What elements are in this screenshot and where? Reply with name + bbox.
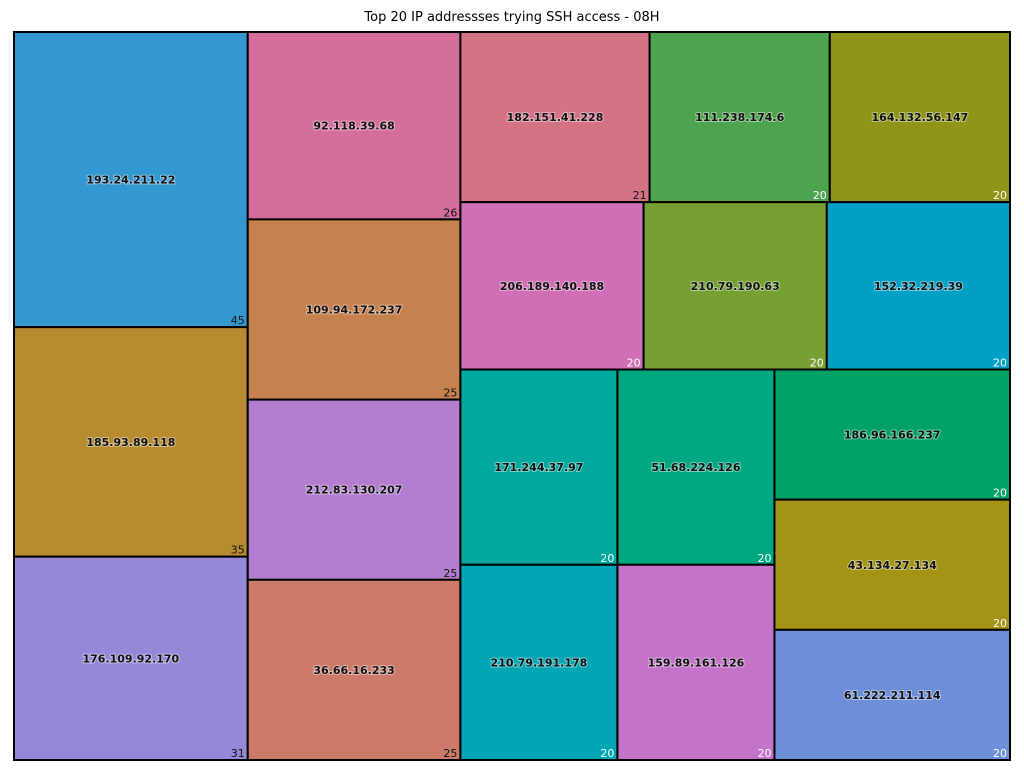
treemap-rect <box>246 31 462 221</box>
attempt-count-label: 20 <box>600 552 614 565</box>
attempt-count-label: 20 <box>993 617 1007 630</box>
treemap-tile-61-222-211-114: 61.222.211.114 20 <box>773 628 1011 762</box>
attempt-count-label: 20 <box>993 747 1007 760</box>
treemap-rect <box>648 31 831 204</box>
treemap-tile-111-238-174-6: 111.238.174.6 20 <box>648 31 831 204</box>
ip-address-label: 186.96.166.237 <box>844 429 941 442</box>
ip-address-label: 109.94.172.237 <box>306 304 403 317</box>
ip-address-label: 152.32.219.39 <box>874 280 963 293</box>
treemap-tile-176-109-92-170: 176.109.92.170 31 <box>13 555 249 762</box>
attempt-count-label: 20 <box>757 552 771 565</box>
treemap-tile-51-68-224-126: 51.68.224.126 20 <box>616 368 776 566</box>
treemap-rect <box>825 201 1012 371</box>
attempt-count-label: 20 <box>600 747 614 760</box>
treemap-rect <box>459 201 645 371</box>
attempt-count-label: 21 <box>633 189 647 202</box>
treemap-rect <box>246 578 462 762</box>
treemap-tile-109-94-172-237: 109.94.172.237 25 <box>246 218 462 401</box>
treemap-rect <box>459 563 619 762</box>
treemap-rect <box>246 398 462 581</box>
treemap-tile-206-189-140-188: 206.189.140.188 20 <box>459 201 645 371</box>
attempt-count-label: 20 <box>627 357 641 370</box>
treemap-tile-92-118-39-68: 92.118.39.68 26 <box>246 31 462 221</box>
ip-address-label: 206.189.140.188 <box>500 280 604 293</box>
attempt-count-label: 25 <box>443 567 457 580</box>
treemap-tile-43-134-27-134: 43.134.27.134 20 <box>773 498 1011 631</box>
treemap-rect <box>642 201 828 371</box>
treemap-tile-210-79-190-63: 210.79.190.63 20 <box>642 201 828 371</box>
treemap-tile-186-96-166-237: 186.96.166.237 20 <box>773 368 1011 501</box>
ip-address-label: 185.93.89.118 <box>86 436 175 449</box>
treemap-tile-210-79-191-178: 210.79.191.178 20 <box>459 563 619 762</box>
ip-address-label: 210.79.190.63 <box>691 280 780 293</box>
chart-title: Top 20 IP addressses trying SSH access -… <box>364 10 660 25</box>
attempt-count-label: 26 <box>443 206 457 219</box>
treemap-tile-182-151-41-228: 182.151.41.228 21 <box>459 31 651 204</box>
attempt-count-label: 20 <box>993 357 1007 370</box>
ip-address-label: 193.24.211.22 <box>86 174 175 187</box>
ip-address-label: 92.118.39.68 <box>313 120 394 133</box>
attempt-count-label: 20 <box>993 487 1007 500</box>
attempt-count-label: 25 <box>443 747 457 760</box>
treemap-tile-152-32-219-39: 152.32.219.39 20 <box>825 201 1012 371</box>
treemap-tile-171-244-37-97: 171.244.37.97 20 <box>459 368 619 566</box>
ip-address-label: 176.109.92.170 <box>82 652 179 665</box>
ip-address-label: 171.244.37.97 <box>494 461 583 474</box>
ip-address-label: 43.134.27.134 <box>848 559 937 572</box>
ip-address-label: 36.66.16.233 <box>313 664 394 677</box>
treemap-rect <box>773 628 1011 762</box>
ip-address-label: 51.68.224.126 <box>651 461 740 474</box>
ip-address-label: 210.79.191.178 <box>491 656 588 669</box>
attempt-count-label: 45 <box>231 314 245 327</box>
treemap-tile-164-132-56-147: 164.132.56.147 20 <box>828 31 1011 204</box>
attempt-count-label: 20 <box>757 747 771 760</box>
treemap-tile-36-66-16-233: 36.66.16.233 25 <box>246 578 462 762</box>
ip-address-label: 159.89.161.126 <box>648 656 745 669</box>
treemap-tile-159-89-161-126: 159.89.161.126 20 <box>616 563 776 762</box>
attempt-count-label: 20 <box>810 357 824 370</box>
treemap-rect <box>773 498 1011 631</box>
treemap-tile-185-93-89-118: 185.93.89.118 35 <box>13 326 249 558</box>
attempt-count-label: 20 <box>993 189 1007 202</box>
treemap-rect <box>246 218 462 401</box>
treemap-tile-193-24-211-22: 193.24.211.22 45 <box>13 31 249 329</box>
ip-address-label: 212.83.130.207 <box>306 484 403 497</box>
attempt-count-label: 31 <box>231 747 245 760</box>
attempt-count-label: 20 <box>813 189 827 202</box>
treemap-tile-212-83-130-207: 212.83.130.207 25 <box>246 398 462 581</box>
treemap-rect <box>773 368 1011 501</box>
attempt-count-label: 35 <box>231 544 245 557</box>
attempt-count-label: 25 <box>443 387 457 400</box>
ip-address-label: 182.151.41.228 <box>507 111 604 124</box>
treemap-rect <box>459 368 619 566</box>
ip-address-label: 164.132.56.147 <box>872 111 969 124</box>
treemap-rect <box>459 31 651 204</box>
ip-address-label: 111.238.174.6 <box>695 111 784 124</box>
ip-address-label: 61.222.211.114 <box>844 689 941 702</box>
